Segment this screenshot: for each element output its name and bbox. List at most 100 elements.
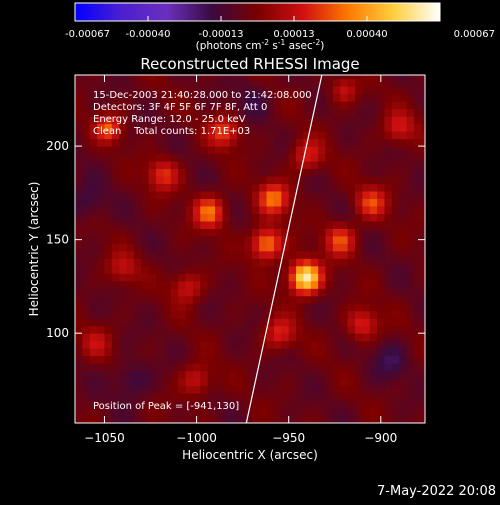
heatmap-cell	[413, 220, 422, 229]
heatmap-cell	[229, 146, 238, 155]
heatmap-cell	[384, 131, 393, 140]
heatmap-cell	[237, 228, 245, 237]
heatmap-cell	[200, 273, 209, 282]
heatmap-cell	[215, 205, 223, 214]
heatmap-cell	[185, 161, 194, 170]
heatmap-cell	[369, 400, 378, 409]
heatmap-cell	[399, 168, 408, 177]
heatmap-cell	[288, 348, 297, 357]
heatmap-cell	[310, 340, 319, 349]
heatmap-cell	[170, 153, 179, 162]
heatmap-cell	[377, 213, 385, 222]
heatmap-cell	[355, 168, 363, 177]
heatmap-cell	[89, 415, 98, 423]
heatmap-cell	[111, 161, 120, 170]
heatmap-cell	[207, 153, 216, 162]
heatmap-cell	[355, 131, 363, 140]
heatmap-cell	[340, 123, 349, 132]
heatmap-cell	[97, 213, 105, 222]
heatmap-cell	[178, 265, 187, 274]
heatmap-cell	[104, 86, 113, 95]
heatmap-cell	[332, 415, 341, 423]
heatmap-cell	[104, 198, 113, 207]
heatmap-cell	[332, 393, 341, 402]
heatmap-cell	[141, 385, 150, 394]
heatmap-cell	[273, 348, 282, 357]
heatmap-cell	[126, 123, 135, 132]
heatmap-cell	[325, 86, 334, 95]
heatmap-cell	[406, 340, 415, 349]
heatmap-cell	[89, 191, 98, 199]
heatmap-cell	[200, 176, 209, 185]
heatmap-cell	[259, 138, 268, 147]
heatmap-cell	[141, 355, 150, 364]
heatmap-cell	[141, 363, 150, 372]
heatmap-cell	[340, 93, 349, 102]
heatmap-cell	[406, 205, 415, 214]
heatmap-cell	[303, 235, 312, 244]
heatmap-cell	[377, 310, 385, 319]
heatmap-cell	[148, 295, 157, 304]
heatmap-cell	[178, 258, 187, 267]
heatmap-cell	[141, 86, 150, 95]
heatmap-cell	[347, 250, 356, 259]
heatmap-cell	[303, 273, 312, 282]
heatmap-cell	[259, 86, 268, 95]
heatmap-cell	[244, 325, 253, 334]
heatmap-cell	[222, 198, 231, 207]
heatmap-cell	[178, 408, 187, 417]
heatmap-cell	[156, 370, 164, 379]
heatmap-cell	[259, 168, 268, 177]
heatmap-cell	[133, 93, 142, 102]
heatmap-cell	[362, 161, 371, 170]
heatmap-cell	[141, 340, 150, 349]
heatmap-cell	[347, 408, 356, 417]
heatmap-cell	[163, 93, 172, 102]
heatmap-cell	[347, 310, 356, 319]
heatmap-cell	[104, 273, 113, 282]
heatmap-cell	[133, 303, 142, 312]
heatmap-cell	[119, 183, 128, 192]
heatmap-cell	[347, 153, 356, 162]
heatmap-cell	[377, 385, 385, 394]
heatmap-cell	[251, 161, 260, 170]
heatmap-cell	[318, 318, 327, 327]
heatmap-cell	[406, 228, 415, 237]
heatmap-cell	[133, 325, 142, 334]
heatmap-cell	[318, 78, 327, 87]
heatmap-cell	[406, 393, 415, 402]
heatmap-cell	[126, 168, 135, 177]
heatmap-cell	[89, 101, 98, 110]
heatmap-cell	[104, 146, 113, 155]
heatmap-cell	[296, 325, 304, 334]
heatmap-cell	[273, 235, 282, 244]
heatmap-cell	[355, 176, 363, 185]
heatmap-cell	[156, 75, 164, 80]
heatmap-cell	[384, 408, 393, 417]
heatmap-cell	[148, 176, 157, 185]
heatmap-cell	[369, 408, 378, 417]
heatmap-cell	[281, 325, 290, 334]
heatmap-cell	[185, 400, 194, 409]
heatmap-cell	[207, 400, 216, 409]
heatmap-cell	[75, 101, 83, 110]
heatmap-cell	[266, 295, 275, 304]
heatmap-cell	[347, 303, 356, 312]
heatmap-cell	[266, 116, 275, 125]
heatmap-cell	[318, 93, 327, 102]
heatmap-cell	[259, 400, 268, 409]
heatmap-cell	[222, 310, 231, 319]
heatmap-cell	[192, 205, 201, 214]
heatmap-cell	[310, 153, 319, 162]
heatmap-cell	[413, 265, 422, 274]
heatmap-cell	[259, 348, 268, 357]
heatmap-cell	[170, 288, 179, 297]
heatmap-cell	[266, 415, 275, 423]
heatmap-cell	[119, 363, 128, 372]
heatmap-cell	[406, 138, 415, 147]
heatmap-cell	[178, 93, 187, 102]
heatmap-cell	[82, 303, 91, 312]
heatmap-cell	[200, 258, 209, 267]
heatmap-cell	[273, 408, 282, 417]
heatmap-cell	[185, 363, 194, 372]
